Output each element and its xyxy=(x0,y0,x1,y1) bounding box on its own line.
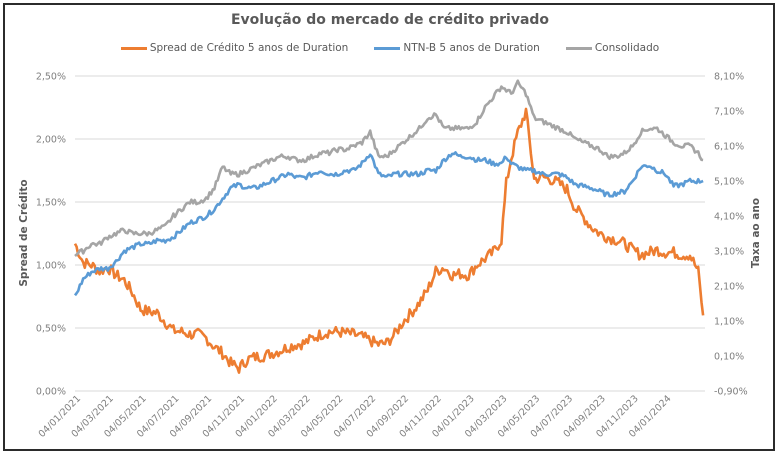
series-lines xyxy=(73,79,705,374)
series-line-spread xyxy=(73,107,705,374)
legend-swatch-spread xyxy=(120,46,147,50)
y2-tick-label: 4,10% xyxy=(714,212,744,223)
chart-legend: Spread de Crédito 5 anos de Duration NTN… xyxy=(0,42,780,54)
legend-swatch-consolidado xyxy=(565,46,592,50)
y-tick-label: 2,00% xyxy=(36,135,66,146)
x-axis: 04/01/202104/03/202104/05/202104/07/2021… xyxy=(37,393,674,440)
series-line-ntnb xyxy=(73,151,704,297)
y-tick-label: 1,00% xyxy=(36,261,66,272)
y2-tick-label: 2,10% xyxy=(714,282,744,293)
y-axis-right-title: Taxa ao ano xyxy=(750,198,762,268)
y2-tick-label: 7,10% xyxy=(714,107,744,118)
legend-label-spread: Spread de Crédito 5 anos de Duration xyxy=(149,42,349,54)
y-tick-label: 0,00% xyxy=(36,387,66,398)
legend-label-ntnb: NTN-B 5 anos de Duration xyxy=(403,42,540,54)
y2-tick-label: 8,10% xyxy=(714,72,744,83)
series-line-consolidado xyxy=(74,79,704,257)
y-axis-left-title: Spread de Crédito xyxy=(18,179,30,286)
y2-tick-label: 5,10% xyxy=(714,177,744,188)
y-axis-right: -0,90% 0,10% 1,10% 2,10% 3,10% 4,10% 5,10% 6,10… xyxy=(714,72,748,398)
legend-swatch-ntnb xyxy=(374,46,401,50)
y2-tick-label: 0,10% xyxy=(714,352,744,363)
gridlines xyxy=(75,75,705,392)
y2-tick-label: 6,10% xyxy=(714,142,744,153)
y2-tick-label: -0,90% xyxy=(714,387,748,398)
legend-item-spread: Spread de Crédito 5 anos de Duration xyxy=(120,42,349,54)
legend-label-consolidado: Consolidado xyxy=(594,42,660,54)
y2-tick-label: 1,10% xyxy=(714,317,744,328)
legend-item-consolidado: Consolidado xyxy=(565,42,660,54)
y-tick-label: 2,50% xyxy=(36,72,66,83)
legend-item-ntnb: NTN-B 5 anos de Duration xyxy=(374,42,540,54)
chart-title: Evolução do mercado de crédito privado xyxy=(230,12,550,28)
y-tick-label: 0,50% xyxy=(36,324,66,335)
chart-frame xyxy=(3,3,775,451)
y2-tick-label: 3,10% xyxy=(714,247,744,258)
y-axis-left: 0,00% 0,50% 1,00% 1,50% 2,00% 2,50% xyxy=(36,72,66,398)
y-tick-label: 1,50% xyxy=(36,198,66,209)
